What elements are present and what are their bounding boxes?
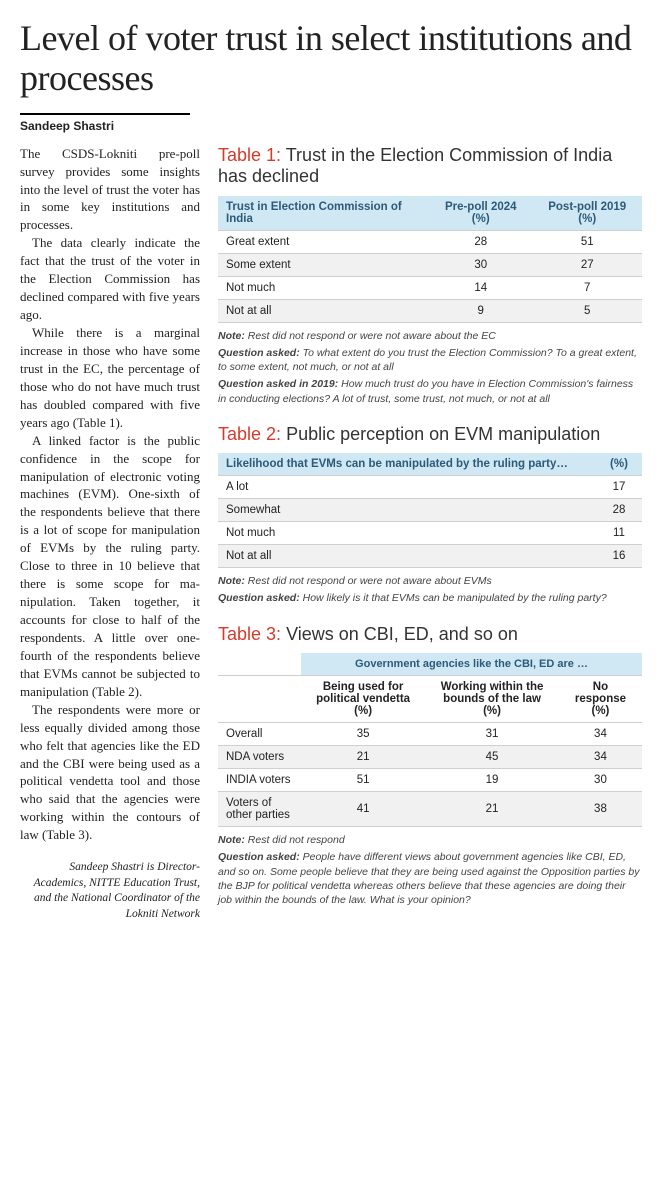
author-credit: Sandeep Shastri is Director-Academics, N… — [20, 860, 200, 922]
note-label: Question asked: — [218, 851, 300, 863]
note-text: How likely is it that EVMs can be manipu… — [303, 592, 607, 604]
cell: Not much — [218, 522, 596, 545]
cell: Great extent — [218, 230, 429, 253]
table-row: Voters of other parties 41 21 38 — [218, 792, 642, 827]
cell: Overall — [218, 723, 301, 746]
cell: Not at all — [218, 299, 429, 322]
cell: Voters of other parties — [218, 792, 301, 827]
t3-col0 — [218, 676, 301, 723]
cell: 7 — [532, 276, 642, 299]
cell: 21 — [301, 746, 425, 769]
table-row: Not much 11 — [218, 522, 642, 545]
para: While there is a margi­nal increase in t… — [20, 324, 200, 432]
note-label: Note: — [218, 330, 245, 342]
table1-title: Table 1: Trust in the Election Commissio… — [218, 145, 642, 188]
t3-col1: Being used for political vendetta (%) — [301, 676, 425, 723]
table1-number: Table 1: — [218, 145, 281, 165]
cell: 16 — [596, 545, 642, 568]
para: The respondents were more or less equall… — [20, 701, 200, 845]
table1-block: Table 1: Trust in the Election Commissio… — [218, 145, 642, 406]
cell: 30 — [429, 253, 532, 276]
table-row: Not much 14 7 — [218, 276, 642, 299]
t1-col2: Post-poll 2019 (%) — [532, 196, 642, 231]
para: The data clearly indicate the fact that … — [20, 234, 200, 324]
note-text: Rest did not respond — [248, 834, 345, 846]
cell: 27 — [532, 253, 642, 276]
cell: 30 — [559, 769, 642, 792]
cell: Not at all — [218, 545, 596, 568]
t2-col0: Likelihood that EVMs can be manipulated … — [218, 453, 596, 476]
cell: A lot — [218, 476, 596, 499]
cell: 5 — [532, 299, 642, 322]
table-row: A lot 17 — [218, 476, 642, 499]
t3-col3: No response (%) — [559, 676, 642, 723]
note-label: Question asked in 2019: — [218, 378, 338, 390]
note-text: Rest did not respond or were not aware a… — [248, 330, 496, 342]
cell: 31 — [425, 723, 559, 746]
table-row: Not at all 9 5 — [218, 299, 642, 322]
note-label: Note: — [218, 575, 245, 587]
cell: 17 — [596, 476, 642, 499]
table2: Likelihood that EVMs can be manipulated … — [218, 453, 642, 568]
table-row: INDIA voters 51 19 30 — [218, 769, 642, 792]
table3-number: Table 3: — [218, 624, 281, 644]
byline-rule — [20, 113, 190, 115]
table-row: Some extent 30 27 — [218, 253, 642, 276]
table2-title-text: Public perception on EVM manipulation — [286, 424, 600, 444]
table3-title-text: Views on CBI, ED, and so on — [286, 624, 518, 644]
t1-col1: Pre-poll 2024 (%) — [429, 196, 532, 231]
table2-notes: Note: Rest did not respond or were not a… — [218, 574, 642, 605]
cell: 34 — [559, 723, 642, 746]
t1-col0: Trust in Election Commission of India — [218, 196, 429, 231]
table3-block: Table 3: Views on CBI, ED, and so on Gov… — [218, 624, 642, 907]
table2-block: Table 2: Public perception on EVM manipu… — [218, 424, 642, 606]
note-text: Rest did not respond or were not aware a… — [248, 575, 492, 587]
cell: 34 — [559, 746, 642, 769]
table-row: NDA voters 21 45 34 — [218, 746, 642, 769]
cell: INDIA voters — [218, 769, 301, 792]
table1: Trust in Election Commission of India Pr… — [218, 196, 642, 323]
note-label: Question asked: — [218, 592, 300, 604]
para: The CSDS-Lokniti pre-poll survey provide… — [20, 145, 200, 235]
table3-notes: Note: Rest did not respond Question aske… — [218, 833, 642, 907]
cell: 35 — [301, 723, 425, 746]
cell: 51 — [301, 769, 425, 792]
note-label: Question asked: — [218, 347, 300, 359]
t3-col2: Working within the bounds of the law (%) — [425, 676, 559, 723]
cell: 41 — [301, 792, 425, 827]
cell: 19 — [425, 769, 559, 792]
headline: Level of voter trust in select instituti… — [20, 18, 642, 99]
t2-col1: (%) — [596, 453, 642, 476]
cell: 28 — [429, 230, 532, 253]
cell: 21 — [425, 792, 559, 827]
table-row: Somewhat 28 — [218, 499, 642, 522]
table-row: Overall 35 31 34 — [218, 723, 642, 746]
cell: 14 — [429, 276, 532, 299]
cell: 9 — [429, 299, 532, 322]
table2-number: Table 2: — [218, 424, 281, 444]
cell: 51 — [532, 230, 642, 253]
cell: Some extent — [218, 253, 429, 276]
cell: Not much — [218, 276, 429, 299]
t3-superheader: Government agencies like the CBI, ED are… — [301, 653, 642, 676]
table-row: Not at all 16 — [218, 545, 642, 568]
cell: 28 — [596, 499, 642, 522]
cell: Somewhat — [218, 499, 596, 522]
table-row: Great extent 28 51 — [218, 230, 642, 253]
cell: NDA voters — [218, 746, 301, 769]
cell: 38 — [559, 792, 642, 827]
article-body: The CSDS-Lokniti pre-poll survey provide… — [20, 145, 200, 845]
para: A linked factor is the pu­blic confidenc… — [20, 432, 200, 701]
table3: Government agencies like the CBI, ED are… — [218, 653, 642, 827]
table1-notes: Note: Rest did not respond or were not a… — [218, 329, 642, 406]
table3-title: Table 3: Views on CBI, ED, and so on — [218, 624, 642, 646]
t3-corner — [218, 653, 301, 676]
table2-title: Table 2: Public perception on EVM manipu… — [218, 424, 642, 446]
note-label: Note: — [218, 834, 245, 846]
cell: 11 — [596, 522, 642, 545]
byline: Sandeep Shastri — [20, 119, 642, 133]
cell: 45 — [425, 746, 559, 769]
